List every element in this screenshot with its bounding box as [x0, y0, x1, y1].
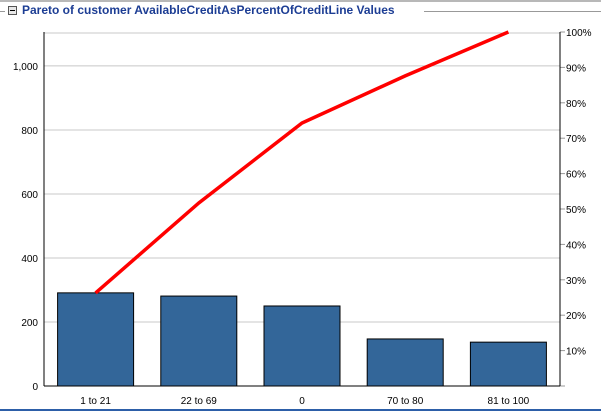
y2-tick-label: 90% — [566, 63, 586, 74]
y2-tick-label: 50% — [566, 205, 586, 216]
y2-tick-label: 30% — [566, 276, 586, 287]
y2-tick-label: 70% — [566, 134, 586, 145]
minus-box-icon[interactable] — [8, 6, 17, 15]
x-tick-label: 70 to 80 — [387, 396, 424, 407]
x-tick-label: 1 to 21 — [80, 396, 111, 407]
y2-tick-label: 60% — [566, 170, 586, 181]
y-tick-label: 800 — [21, 126, 38, 137]
y-tick-label: 600 — [21, 190, 38, 201]
y-tick-label: 200 — [21, 318, 38, 329]
header-rule-left — [0, 11, 5, 12]
header-rule-right — [424, 11, 601, 12]
chart-title: Pareto of customer AvailableCreditAsPerc… — [22, 3, 395, 17]
cumulative-percent-line — [94, 30, 510, 295]
bar — [469, 341, 547, 387]
x-tick-label: 22 to 69 — [181, 396, 218, 407]
x-tick-label: 0 — [299, 396, 305, 407]
panel-header: Pareto of customer AvailableCreditAsPerc… — [0, 3, 601, 19]
bar — [366, 338, 444, 387]
y-tick-label: 400 — [21, 254, 38, 265]
x-tick-label: 81 to 100 — [488, 396, 530, 407]
bar — [263, 305, 341, 387]
y-tick-label: 1,000 — [13, 62, 38, 73]
y2-tick-label: 100% — [566, 28, 592, 39]
bottom-border — [0, 409, 601, 411]
y2-tick-label: 20% — [566, 311, 586, 322]
y2-tick-label: 80% — [566, 99, 586, 110]
y2-tick-label: 40% — [566, 240, 586, 251]
top-border — [0, 0, 601, 2]
bar — [57, 292, 135, 387]
y2-tick-label: 10% — [566, 347, 586, 358]
bar — [160, 295, 238, 387]
y-tick-label: 0 — [32, 382, 38, 393]
